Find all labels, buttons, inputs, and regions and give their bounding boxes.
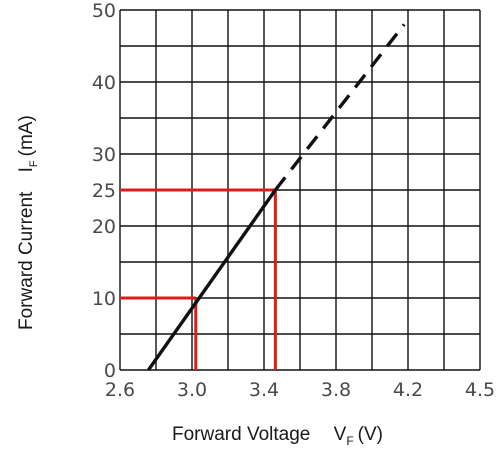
y-tick-label: 40 [92, 72, 116, 94]
x-axis-label-main: Forward Voltage [172, 424, 310, 445]
y-tick-label: 25 [92, 180, 116, 202]
x-tick-label: 4.5 [465, 379, 495, 401]
x-axis-subscript: F [346, 434, 353, 448]
x-tick-label: 3.4 [249, 379, 279, 401]
x-tick-label: 3.0 [177, 379, 207, 401]
y-tick-label: 50 [92, 0, 116, 22]
x-tick-label: 2.6 [105, 379, 135, 401]
y-axis-label-main: Forward Current [16, 191, 37, 330]
x-tick-label: 4.2 [393, 379, 423, 401]
curve-series [147, 23, 406, 371]
y-tick-label: 0 [104, 360, 116, 382]
y-axis-label: Forward Current IF (mA) [16, 115, 40, 330]
x-axis-label: Forward Voltage VF (V) [172, 424, 383, 448]
y-tick-label: 10 [92, 288, 116, 310]
y-axis-symbol: I [16, 167, 37, 172]
y-tick-labels: 0 10 20 25 30 40 50 [92, 0, 116, 382]
y-axis-unit: (mA) [16, 115, 37, 156]
y-tick-label: 20 [92, 216, 116, 238]
y-axis-subscript: F [28, 160, 40, 167]
x-axis-unit: (V) [358, 424, 383, 445]
x-tick-labels: 2.6 3.0 3.4 3.8 4.2 4.5 [105, 379, 495, 401]
x-axis-symbol: V [334, 424, 347, 445]
x-tick-label: 3.8 [321, 379, 351, 401]
curve-dashed-segment [274, 23, 406, 192]
chart-grid [119, 9, 481, 371]
curve-solid-segment [147, 189, 277, 371]
y-tick-label: 30 [92, 144, 116, 166]
reference-lines [120, 188, 277, 370]
